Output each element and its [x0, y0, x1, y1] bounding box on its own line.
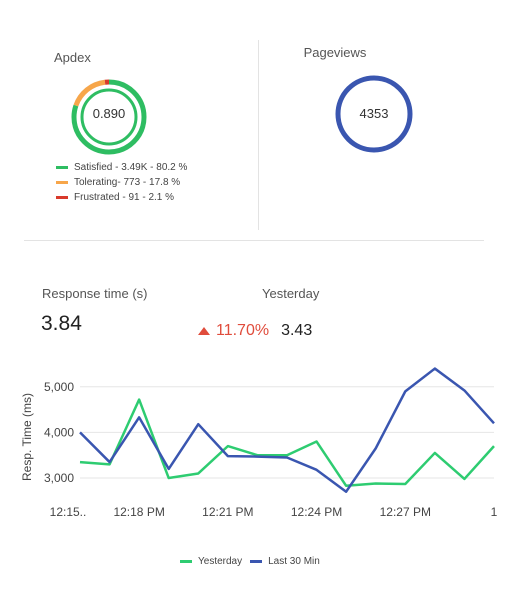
pageviews-ring	[335, 75, 413, 153]
legend-label-last-30-min: Last 30 Min	[268, 556, 320, 567]
y-tick-label: 3,000	[44, 471, 74, 485]
response-value: 3.84	[41, 312, 82, 335]
x-tick-label: 12:18 PM	[113, 505, 164, 519]
y-axis-label: Resp. Time (ms)	[20, 393, 34, 481]
apdex-score: 0.890	[92, 106, 126, 121]
yesterday-value: 3.43	[281, 322, 313, 339]
delta-group: 11.70% 3.43	[198, 322, 312, 340]
legend-item-yesterday[interactable]: Yesterday	[180, 556, 242, 567]
section-divider-horizontal	[24, 240, 484, 241]
x-tick-labels: 12:15.. 12:18 PM 12:21 PM 12:24 PM 12:27 PM 1	[50, 505, 498, 519]
legend-item-last-30-min[interactable]: Last 30 Min	[250, 556, 320, 567]
yesterday-swatch-icon	[180, 560, 192, 563]
series-line-yesterday[interactable]	[79, 398, 495, 488]
apdex-legend: Satisfied - 3.49K - 80.2 % Tolerating- 7…	[56, 160, 187, 205]
legend-label-yesterday: Yesterday	[198, 556, 243, 567]
apdex-legend-satisfied: Satisfied - 3.49K - 80.2 %	[56, 160, 187, 175]
compare-label: Yesterday	[262, 286, 320, 301]
series-lines	[79, 367, 495, 493]
delta-value: 11.70%	[216, 322, 270, 339]
y-tick-labels: 3,000 4,000 5,000	[44, 380, 74, 485]
x-tick-label: 12:27 PM	[380, 505, 431, 519]
pageviews-value: 4353	[359, 106, 389, 121]
pageviews-title: Pageviews	[303, 45, 367, 60]
frustrated-swatch-icon	[56, 196, 68, 199]
y-tick-label: 4,000	[44, 425, 74, 439]
panel-divider-vertical	[258, 40, 259, 230]
tolerating-swatch-icon	[56, 181, 68, 184]
x-tick-label: 12:24 PM	[291, 505, 342, 519]
last-30-min-swatch-icon	[250, 560, 263, 563]
satisfied-swatch-icon	[56, 166, 68, 169]
gridlines	[80, 386, 494, 479]
tolerating-label: Tolerating- 773 - 17.8 %	[74, 177, 181, 188]
x-tick-label: 12:21 PM	[202, 505, 253, 519]
apdex-legend-tolerating: Tolerating- 773 - 17.8 %	[56, 175, 187, 190]
apdex-ring	[71, 79, 147, 155]
apdex-legend-frustrated: Frustrated - 91 - 2.1 %	[56, 190, 187, 205]
response-title: Response time (s)	[42, 286, 148, 301]
y-tick-label: 5,000	[44, 380, 74, 394]
satisfied-label: Satisfied - 3.49K - 80.2 %	[74, 162, 188, 173]
x-tick-label: 1	[491, 505, 498, 519]
x-tick-label: 12:15..	[50, 505, 87, 519]
series-line-last-30-min[interactable]	[79, 367, 495, 493]
trend-up-icon	[198, 327, 210, 335]
apdex-title: Apdex	[54, 50, 91, 65]
apdex-segment-frustrated	[71, 79, 147, 155]
chart-legend: Yesterday Last 30 Min	[180, 556, 328, 567]
frustrated-label: Frustrated - 91 - 2.1 %	[74, 192, 175, 203]
